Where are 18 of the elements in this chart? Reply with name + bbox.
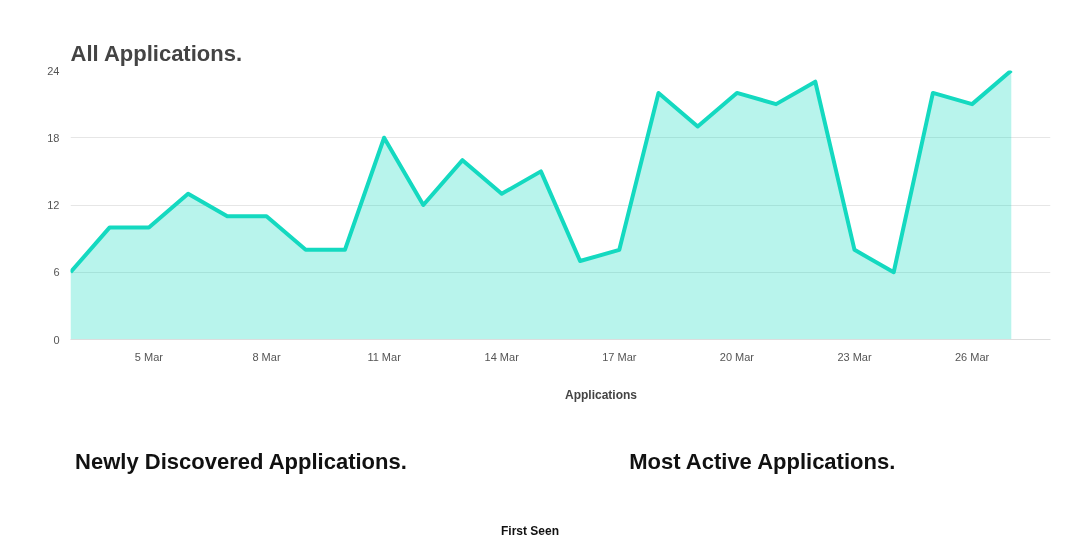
- x-tick-label: 17 Mar: [602, 350, 637, 363]
- x-tick-label: 14 Mar: [484, 350, 520, 363]
- text: Applications: [565, 388, 638, 402]
- y-tick-label: 12: [47, 199, 60, 211]
- x-tick-label: 26 Mar: [954, 350, 990, 363]
- text: First Seen: [500, 523, 559, 538]
- text: Most Active Applications.: [629, 448, 896, 474]
- y-tick-label: 6: [53, 266, 60, 279]
- x-tick-label: 20 Mar: [719, 350, 755, 363]
- y-tick-label: 24: [47, 64, 60, 77]
- y-tick-label: 18: [47, 131, 60, 144]
- x-tick-label: 11 Mar: [367, 350, 402, 363]
- text: Newly Discovered Applications.: [75, 448, 407, 474]
- y-tick-label: 0: [53, 333, 60, 346]
- x-tick-label: 23 Mar: [837, 350, 872, 363]
- x-tick-label: 8 Mar: [252, 350, 281, 363]
- x-tick-label: 5 Mar: [134, 350, 164, 363]
- chart-title: All Applications.: [70, 40, 243, 66]
